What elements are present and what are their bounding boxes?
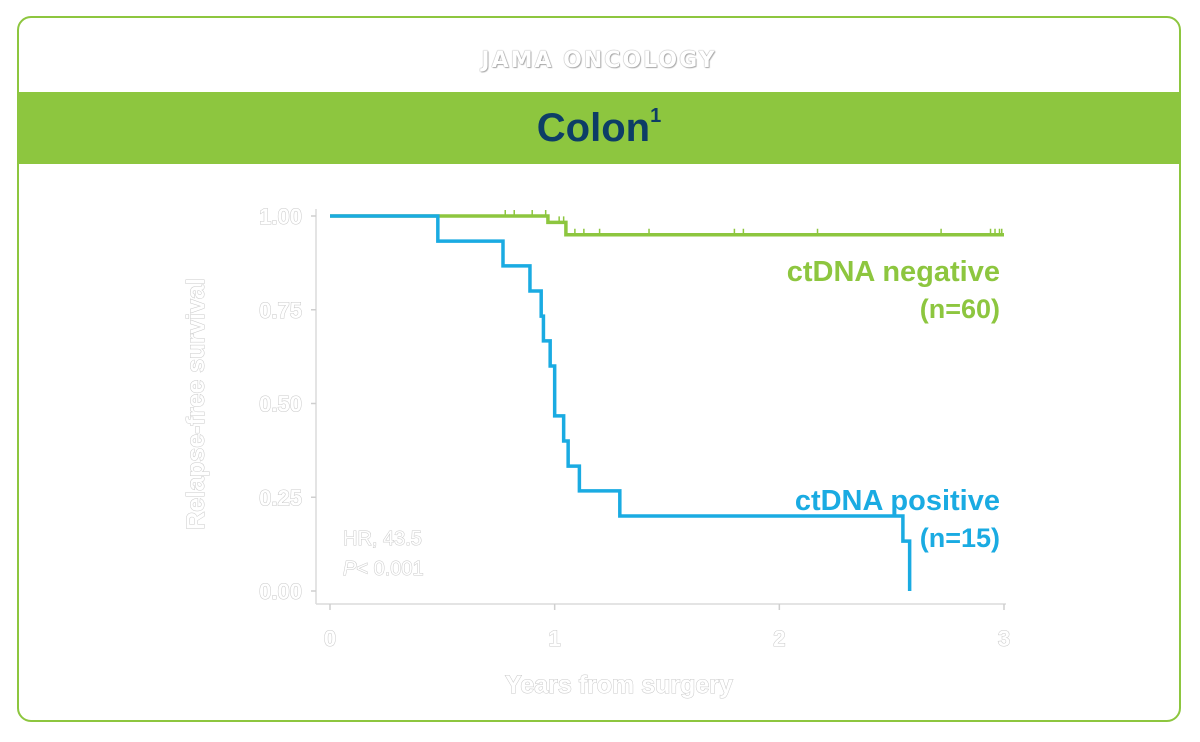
journal-name: JAMA ONCOLOGY <box>481 48 717 73</box>
title-banner: Colon1 <box>19 92 1179 164</box>
ctdna-negative-count-label: (n=60) <box>920 294 1000 324</box>
x-tick-label: 2 <box>773 626 785 651</box>
y-axis-title: Relapse-free survival <box>182 278 210 530</box>
ctdna-negative-label: ctDNA negative <box>787 256 1000 288</box>
x-tick-label: 0 <box>324 626 336 651</box>
y-tick-label: 0.75 <box>259 298 302 323</box>
p-value: < 0.001 <box>356 558 423 580</box>
x-tick-label: 3 <box>998 626 1010 651</box>
banner-title: Colon1 <box>536 105 662 151</box>
y-tick-label: 0.25 <box>259 485 302 510</box>
ctdna-positive-label: ctDNA positive <box>795 485 1000 517</box>
p-label: P <box>343 558 357 580</box>
hr-annotation: HR, 43.5 <box>343 528 422 550</box>
banner-title-text: Colon <box>536 105 651 150</box>
banner-superscript: 1 <box>650 105 662 128</box>
x-tick-label: 1 <box>549 626 561 651</box>
y-tick-label: 0.50 <box>259 392 302 417</box>
ctdna-negative-curve <box>330 214 1004 237</box>
ctdna-positive-curve <box>330 214 912 591</box>
ctdna-positive-count-label: (n=15) <box>920 523 1000 553</box>
p-value-annotation: P< 0.001 <box>343 558 424 580</box>
x-axis-title: Years from surgery <box>505 671 733 699</box>
y-tick-label: 1.00 <box>259 204 302 229</box>
y-tick-label: 0.00 <box>259 579 302 604</box>
